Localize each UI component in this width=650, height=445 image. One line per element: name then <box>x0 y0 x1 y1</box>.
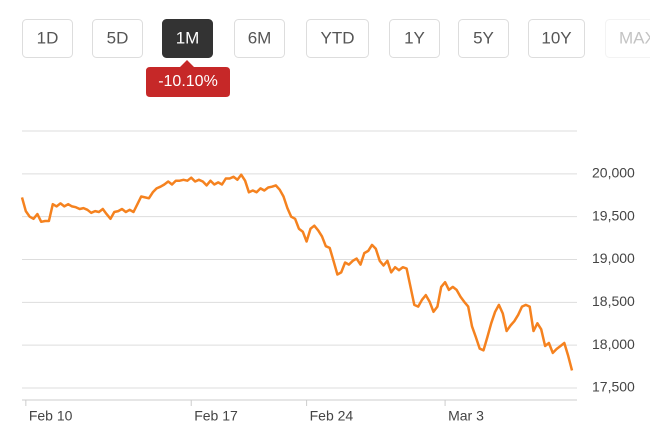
y-tick-label: 18,500 <box>592 293 635 309</box>
range-button[interactable]: MAX <box>605 19 650 58</box>
range-button[interactable]: 1Y <box>389 19 440 58</box>
button-label: MAX <box>619 28 650 47</box>
button-label: 1D <box>37 28 59 47</box>
y-tick-label: 20,000 <box>592 165 635 181</box>
y-tick-label: 18,000 <box>592 336 635 352</box>
button-label: 6M <box>248 28 272 47</box>
y-tick-label: 19,500 <box>592 207 635 223</box>
button-box <box>458 19 509 58</box>
button-label: 1M <box>176 28 200 47</box>
range-button[interactable]: 5Y <box>458 19 509 58</box>
range-button[interactable]: 10Y <box>528 19 585 58</box>
change-label: -10.10% <box>158 73 218 90</box>
button-box <box>306 19 369 58</box>
button-box <box>605 19 650 58</box>
button-box <box>162 19 213 58</box>
button-label: 10Y <box>541 28 571 47</box>
badge-shape <box>146 60 230 97</box>
button-box <box>389 19 440 58</box>
x-tick-label: Feb 24 <box>310 408 354 424</box>
y-tick-label: 19,000 <box>592 250 635 266</box>
button-box <box>22 19 73 58</box>
button-box <box>92 19 143 58</box>
x-tick-label: Feb 10 <box>29 408 73 424</box>
button-label: 5Y <box>473 28 494 47</box>
range-button[interactable]: 1D <box>22 19 73 58</box>
change-badge: -10.10% <box>146 60 230 97</box>
range-button[interactable]: YTD <box>306 19 369 58</box>
button-label: 1Y <box>404 28 425 47</box>
y-tick-label: 17,500 <box>592 379 635 395</box>
range-button[interactable]: 6M <box>234 19 285 58</box>
range-button[interactable]: 5D <box>92 19 143 58</box>
range-button[interactable]: 1M <box>162 19 213 58</box>
x-tick-label: Mar 3 <box>448 408 484 424</box>
x-tick-label: Feb 17 <box>194 408 238 424</box>
button-box <box>528 19 585 58</box>
button-box <box>234 19 285 58</box>
button-label: 5D <box>107 28 129 47</box>
button-label: YTD <box>321 28 355 47</box>
price-line <box>20 173 574 371</box>
